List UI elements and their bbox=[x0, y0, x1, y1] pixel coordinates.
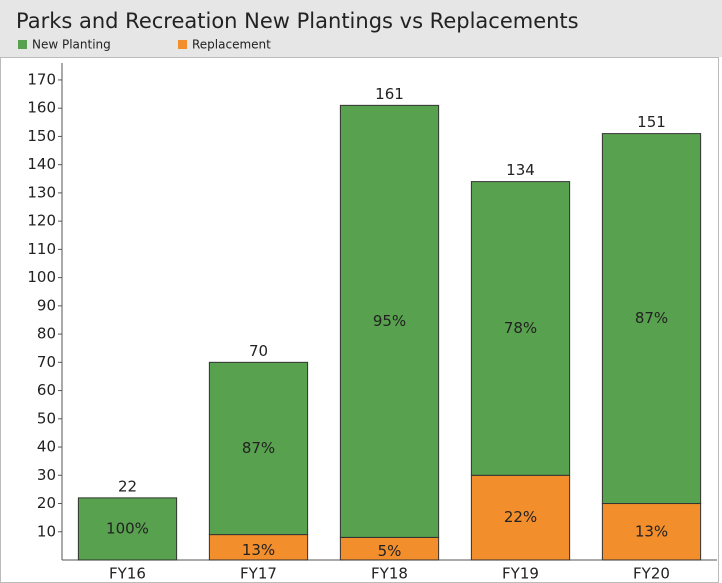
segment-label: 87% bbox=[242, 439, 275, 457]
legend-label: Replacement bbox=[192, 38, 271, 52]
total-label: 22 bbox=[118, 477, 137, 495]
segment-label: 95% bbox=[373, 312, 406, 330]
x-tick-label: FY20 bbox=[633, 565, 670, 583]
y-tick-label: 90 bbox=[37, 296, 56, 314]
segment-label: 100% bbox=[106, 519, 149, 537]
bar-segment bbox=[339, 104, 440, 538]
chart-title: Parks and Recreation New Plantings vs Re… bbox=[16, 9, 579, 33]
segment-label: 13% bbox=[635, 522, 668, 540]
y-tick-label: 50 bbox=[37, 409, 56, 427]
y-tick-label: 120 bbox=[27, 212, 56, 230]
y-tick-label: 30 bbox=[37, 466, 56, 484]
segment-label: 87% bbox=[635, 309, 668, 327]
x-tick-label: FY16 bbox=[109, 565, 146, 583]
x-tick-label: FY17 bbox=[240, 565, 277, 583]
legend-label: New Planting bbox=[32, 38, 111, 52]
bar-segment bbox=[77, 497, 178, 561]
y-tick-label: 130 bbox=[27, 183, 56, 201]
total-label: 161 bbox=[375, 85, 404, 103]
x-tick-label: FY19 bbox=[502, 565, 539, 583]
x-tick-label: FY18 bbox=[371, 565, 408, 583]
bar-segment bbox=[208, 534, 309, 561]
y-tick-label: 160 bbox=[27, 99, 56, 117]
legend-swatch bbox=[178, 40, 187, 49]
y-tick-label: 10 bbox=[37, 522, 56, 540]
bar-segment bbox=[601, 133, 702, 505]
bar-segment bbox=[208, 361, 309, 536]
segment-label: 5% bbox=[378, 542, 402, 560]
y-tick-label: 60 bbox=[37, 381, 56, 399]
y-tick-label: 170 bbox=[27, 70, 56, 88]
y-tick-label: 140 bbox=[27, 155, 56, 173]
y-tick-label: 70 bbox=[37, 353, 56, 371]
segment-label: 13% bbox=[242, 541, 275, 559]
bar-segment bbox=[470, 474, 571, 561]
y-tick-label: 150 bbox=[27, 127, 56, 145]
segment-label: 78% bbox=[504, 319, 537, 337]
y-tick-label: 110 bbox=[27, 240, 56, 258]
bar-segment bbox=[470, 181, 571, 476]
total-label: 134 bbox=[506, 161, 535, 179]
total-label: 151 bbox=[637, 113, 666, 131]
y-tick-label: 80 bbox=[37, 325, 56, 343]
legend-swatch bbox=[18, 40, 27, 49]
segment-label: 22% bbox=[504, 508, 537, 526]
y-tick-label: 20 bbox=[37, 494, 56, 512]
y-tick-label: 100 bbox=[27, 268, 56, 286]
header-band bbox=[0, 0, 722, 57]
y-tick-label: 40 bbox=[37, 438, 56, 456]
total-label: 70 bbox=[249, 342, 268, 360]
